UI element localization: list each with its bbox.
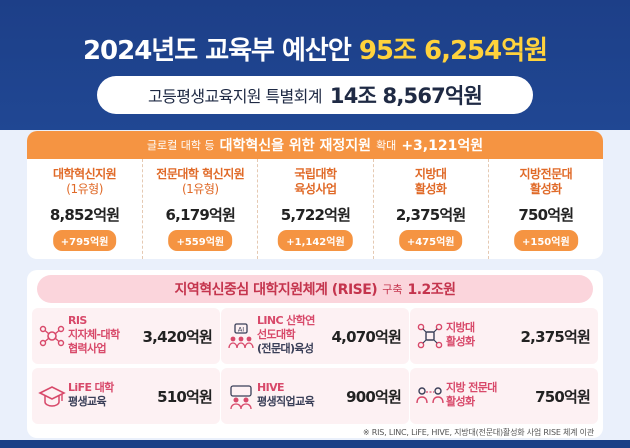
rise-card-label: 지방 전문대 활성화 xyxy=(446,381,497,408)
workers-icon xyxy=(230,385,252,410)
budget-item-amount: 5,722억원 xyxy=(280,206,351,224)
section2-head-main: 지역혁신중심 대학지원체계 (RISE) xyxy=(174,282,378,298)
footnote: ※ RIS, LINC, LiFE, HIVE, 지방대(전문대)활성화 사업 … xyxy=(362,428,594,437)
budget-item-amount: 750억원 xyxy=(518,206,574,224)
rise-card-label: LiFE 대학 평생교육 xyxy=(68,381,114,408)
rise-card-label: HIVE 평생직업교육 xyxy=(257,381,315,408)
rise-card-amount: 510억원 xyxy=(157,388,213,406)
page-title: 2024년도 교육부 예산안 95조 6,254억원 xyxy=(0,30,630,67)
rise-card-label: 지방대 활성화 xyxy=(446,321,475,348)
section2-head-amount: 1.2조원 xyxy=(407,282,456,298)
rise-card: RIS 지자체-대학 협력사업 3,420억원 xyxy=(32,308,220,364)
special-account-label: 고등평생교육지원 특별회계 xyxy=(147,87,323,106)
university-innovation-section: 글로컬 대학 등 대학혁신을 위한 재정지원 확대 +3,121억원 대학혁신지… xyxy=(27,131,603,259)
budget-item: 지방전문대 활성화 750억원 +150억원 xyxy=(487,159,603,259)
section1-head-pre: 글로컬 대학 등 xyxy=(146,139,215,152)
budget-item: 국립대학 육성사업 5,722억원 +1,142억원 xyxy=(257,159,372,259)
special-account-amount: 14조 8,567억원 xyxy=(329,84,483,108)
rise-card: 지방대 활성화 2,375억원 xyxy=(410,308,598,364)
rise-card-amount: 750억원 xyxy=(535,388,591,406)
budget-item-amount: 8,852억원 xyxy=(49,206,120,224)
budget-item-increase: +559억원 xyxy=(168,230,233,251)
network-icon xyxy=(39,325,65,347)
budget-item-amount: 2,375억원 xyxy=(395,206,466,224)
section2-header: 지역혁신중심 대학지원체계 (RISE) 구축 1.2조원 xyxy=(37,275,593,303)
budget-item: 대학혁신지원 (1유형) 8,852억원 +795억원 xyxy=(27,159,142,259)
nodes-icon xyxy=(417,323,443,349)
section1-head-main: 대학혁신을 위한 재정지원 xyxy=(219,138,372,154)
budget-item-increase: +795억원 xyxy=(52,230,117,251)
rise-card: LiFE 대학 평생교육 510억원 xyxy=(32,368,220,424)
section1-header: 글로컬 대학 등 대학혁신을 위한 재정지원 확대 +3,121억원 xyxy=(27,131,603,159)
budget-item-name: 국립대학 육성사업 xyxy=(294,167,337,196)
svg-text:AI: AI xyxy=(238,326,244,334)
budget-item: 지방대 활성화 2,375억원 +475억원 xyxy=(372,159,488,259)
budget-item-increase: +1,142억원 xyxy=(278,230,353,251)
people-link-icon xyxy=(416,387,444,404)
budget-item-name: 대학혁신지원 (1유형) xyxy=(52,167,117,196)
budget-item-increase: +150억원 xyxy=(514,230,578,251)
section1-columns: 대학혁신지원 (1유형) 8,852억원 +795억원 전문대학 혁신지원 (1유형… xyxy=(27,159,603,259)
rise-card-amount: 2,375억원 xyxy=(520,328,591,346)
section1-head-amount: +3,121억원 xyxy=(401,138,484,154)
rise-card: AI LINC 산학연 선도대학 (전문대)육성 4,070억원 xyxy=(221,308,409,364)
title-prefix: 2024년도 교육부 예산안 xyxy=(82,36,352,66)
budget-item-name: 전문대학 혁신지원 (1유형) xyxy=(156,167,245,196)
ai-people-icon: AI xyxy=(228,323,254,349)
rise-card-amount: 900억원 xyxy=(346,388,402,406)
rise-card-label: LINC 산학연 선도대학 (전문대)육성 xyxy=(257,314,315,355)
rise-section: 지역혁신중심 대학지원체계 (RISE) 구축 1.2조원 RIS 지자체-대학 협… xyxy=(27,270,603,438)
rise-card-amount: 3,420억원 xyxy=(142,328,213,346)
graduation-cap-icon xyxy=(38,386,66,407)
title-amount: 95조 6,254억원 xyxy=(358,36,548,66)
budget-item-name: 지방전문대 활성화 xyxy=(519,167,573,196)
section2-head-mid: 구축 xyxy=(382,283,403,296)
budget-item: 전문대학 혁신지원 (1유형) 6,179억원 +559억원 xyxy=(142,159,257,259)
rise-card: HIVE 평생직업교육 900억원 xyxy=(221,368,409,424)
special-account-pill: 고등평생교육지원 특별회계 14조 8,567억원 xyxy=(97,76,533,114)
bottom-strip xyxy=(0,440,630,448)
rise-card-label: RIS 지자체-대학 협력사업 xyxy=(68,314,120,355)
budget-item-amount: 6,179억원 xyxy=(165,206,236,224)
budget-item-increase: +475억원 xyxy=(398,230,463,251)
rise-card-amount: 4,070억원 xyxy=(331,328,402,346)
budget-item-name: 지방대 활성화 xyxy=(414,167,447,196)
section1-head-mid: 확대 xyxy=(376,139,397,152)
rise-card: 지방 전문대 활성화 750억원 xyxy=(410,368,598,424)
